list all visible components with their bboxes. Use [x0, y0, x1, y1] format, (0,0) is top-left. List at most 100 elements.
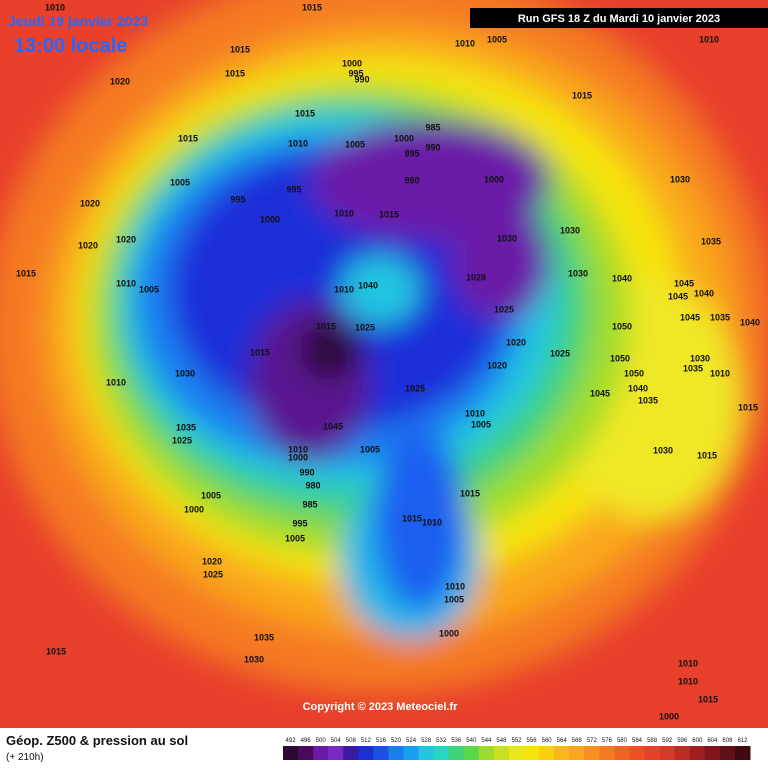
- isobar-label: 990: [425, 142, 440, 152]
- colorbar-label: 496: [301, 738, 312, 744]
- isobar-label: 1000: [288, 452, 308, 462]
- isobar-label: 995: [348, 68, 363, 78]
- isobar-label: 1040: [358, 280, 378, 290]
- isobar-label: 1005: [170, 177, 190, 187]
- isobar-label: 1025: [172, 435, 192, 445]
- isobar-label: 1045: [680, 312, 700, 322]
- colorbar-label: 540: [466, 738, 477, 744]
- isobar-label: 1045: [674, 278, 694, 288]
- colorbar-label: 520: [391, 738, 402, 744]
- isobar-label: 1015: [697, 450, 717, 460]
- isobar-label: 1020: [202, 556, 222, 566]
- colorbar-swatch: [283, 746, 299, 760]
- isobar-label: 1045: [323, 421, 343, 431]
- isobar-label: 1020: [80, 198, 100, 208]
- colorbar-swatch: [644, 746, 661, 760]
- colorbar-label: 504: [331, 738, 342, 744]
- isobar-label: 1030: [568, 268, 588, 278]
- isobar-label: 1005: [444, 594, 464, 604]
- colorbar-swatch: [584, 746, 600, 760]
- colorbar-label: 552: [511, 738, 522, 744]
- isobar-label: 1020: [110, 76, 130, 86]
- isobar-label: 995: [292, 518, 307, 528]
- colorbar-label: 604: [707, 738, 718, 744]
- isobar-label: 1025: [203, 569, 223, 579]
- colorbar-label: 564: [557, 738, 568, 744]
- colorbar-swatch: [388, 746, 405, 760]
- isobar-label: 1000: [439, 628, 459, 638]
- colorbar-label: 596: [677, 738, 688, 744]
- isobar-label: 1015: [250, 347, 270, 357]
- isobar-label: 1015: [302, 2, 322, 12]
- isobar-label: 1000: [394, 133, 414, 143]
- isobar-label: 1010: [288, 138, 308, 148]
- colorbar-swatch: [704, 746, 721, 760]
- isobar-label: 1015: [16, 268, 36, 278]
- isobar-label: 1010: [710, 368, 730, 378]
- isobar-label: 1000: [342, 58, 362, 68]
- colorbar-label: 500: [316, 738, 327, 744]
- colorbar-label: 576: [602, 738, 613, 744]
- isobar-label: 1040: [740, 317, 760, 327]
- isobar-label: 1005: [487, 34, 507, 44]
- isobar-label: 990: [404, 175, 419, 185]
- colorbar-label: 588: [647, 738, 658, 744]
- footer-lead: (+ 210h): [6, 752, 44, 763]
- isobar-label: 995: [286, 184, 301, 194]
- isobar-label: 1005: [139, 284, 159, 294]
- colorbar-label: 572: [587, 738, 598, 744]
- colorbar-label: 508: [346, 738, 357, 744]
- colorbar-label: 512: [361, 738, 372, 744]
- isobar-label: 1035: [710, 312, 730, 322]
- isobar-label: 1010: [455, 38, 475, 48]
- isobar-label: 1015: [379, 209, 399, 219]
- colorbar-swatch: [734, 746, 751, 760]
- isobar-label: 1040: [612, 273, 632, 283]
- copyright: Copyright © 2023 Meteociel.fr: [303, 701, 459, 713]
- colorbar-label: 524: [406, 738, 417, 744]
- colorbar-swatch: [629, 746, 646, 760]
- isobar-label: 985: [425, 122, 440, 132]
- isobar-label: 1045: [668, 291, 688, 301]
- isobar-label: 1020: [78, 240, 98, 250]
- isobar-label: 1015: [178, 133, 198, 143]
- colorbar-swatch: [328, 746, 344, 760]
- isobar-label: 1035: [683, 363, 703, 373]
- colorbar-label: 600: [692, 738, 703, 744]
- run-text: Run GFS 18 Z du Mardi 10 janvier 2023: [518, 13, 720, 25]
- isobar-label: 1025: [550, 348, 570, 358]
- isobar-label: 1000: [659, 711, 679, 721]
- isobar-label: 1030: [690, 353, 710, 363]
- isobar-label: 1000: [184, 504, 204, 514]
- colorbar-label: 532: [436, 738, 447, 744]
- date: Jeudi 19 janvier 2023: [8, 13, 148, 29]
- isobar-label: 1015: [698, 694, 718, 704]
- isobar-label: 1035: [254, 632, 274, 642]
- isobar-label: 1045: [590, 388, 610, 398]
- isobar-label: 990: [299, 467, 314, 477]
- colorbar-swatch: [659, 746, 676, 760]
- isobar-label: 1010: [106, 377, 126, 387]
- isobar-label: 1010: [116, 278, 136, 288]
- isobar-label: 1025: [405, 383, 425, 393]
- isobar-label: 1040: [628, 383, 648, 393]
- isobar-label: 1035: [638, 395, 658, 405]
- isobar-label: 1015: [460, 488, 480, 498]
- colorbar-label: 516: [376, 738, 387, 744]
- footer-title: Géop. Z500 & pression au sol: [6, 733, 188, 748]
- isobar-label: 1015: [738, 402, 758, 412]
- isobar-label: 1020: [506, 337, 526, 347]
- colorbar-swatch: [508, 746, 525, 760]
- time: 13:00 locale: [14, 35, 127, 57]
- colorbar-label: 580: [617, 738, 628, 744]
- colorbar-swatch: [343, 746, 359, 760]
- colorbar-label: 528: [421, 738, 432, 744]
- isobar-label: 1010: [334, 208, 354, 218]
- isobar-label: 1020: [116, 234, 136, 244]
- colorbar-label: 560: [542, 738, 553, 744]
- colorbar-label: 584: [632, 738, 643, 744]
- isobar-label: 1015: [572, 90, 592, 100]
- colorbar-swatch: [539, 746, 555, 760]
